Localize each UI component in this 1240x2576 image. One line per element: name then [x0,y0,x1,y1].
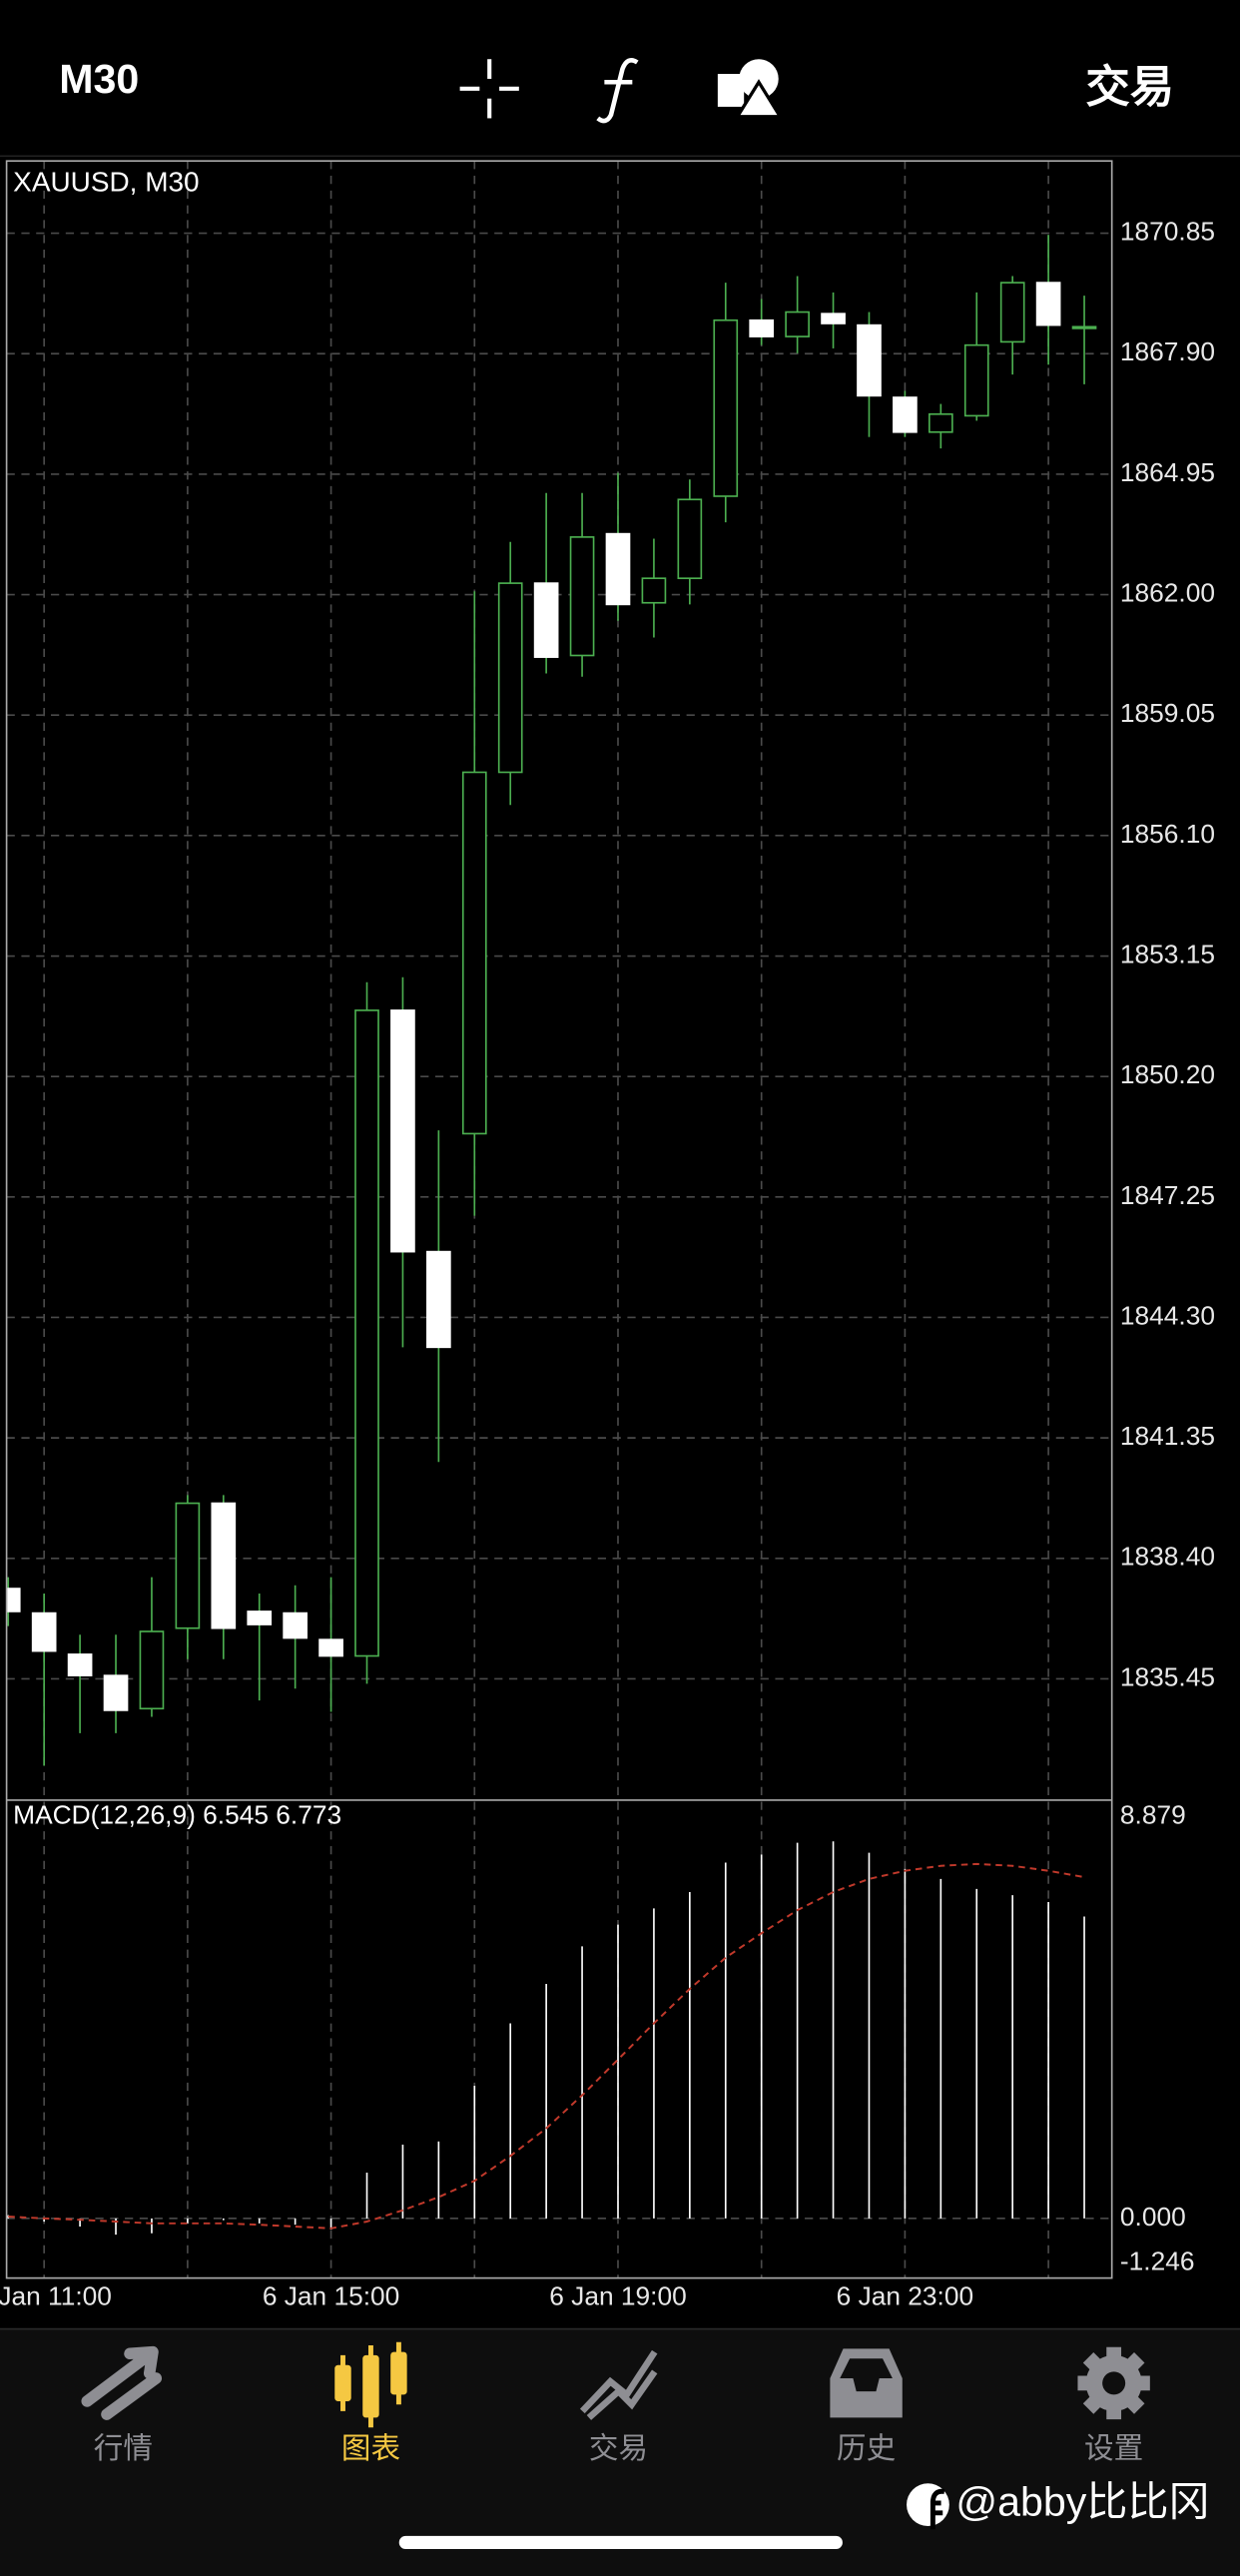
y-tick-label: -1.246 [1120,2247,1195,2276]
candle-body [785,311,810,337]
tab-icon [390,2351,407,2395]
tab-icon [81,2345,163,2420]
candle-body [139,1630,165,1710]
y-tick-label: 1867.90 [1120,336,1215,366]
y-tick-label: 1847.25 [1120,1180,1215,1210]
tab-icon [362,2354,379,2418]
macd-plot [7,1841,1085,2236]
candle-body [963,343,989,417]
watermark-icon-glyph [930,2488,945,2530]
trade-button[interactable]: 交易 [1085,63,1174,112]
tab[interactable]: 设置 [1077,2346,1150,2465]
tab[interactable]: 历史 [830,2348,903,2465]
candle-body [103,1674,129,1711]
candle-body [390,1009,415,1253]
candle-body [1035,282,1061,326]
tabs: 行情 图表 交易 历史 设置 [81,2341,1150,2466]
watermark: @abby比比冈 [907,2478,1210,2530]
candle-body [354,1009,379,1657]
candle-body [999,282,1025,343]
watermark-text: @abby比比冈 [955,2478,1209,2524]
candle-body [569,536,595,657]
chart-frame [5,160,1113,2279]
x-tick-label: 6 Jan 15:00 [263,2280,399,2310]
y-tick-label: 1856.10 [1120,819,1215,849]
candle-body [175,1502,201,1629]
home-indicator [398,2535,843,2550]
y-tick-label: 8.879 [1120,1799,1186,1829]
candle-body [749,319,775,337]
crosshair-icon[interactable] [459,59,519,119]
y-tick-label: 1853.15 [1120,939,1215,968]
candle-body [677,498,703,580]
x-tick-label: 6 Jan 23:00 [837,2280,973,2310]
y-tick-label: 0.000 [1120,2202,1186,2232]
function-icon[interactable] [596,58,639,124]
candle-body [893,396,918,433]
y-tick-label: 1864.95 [1120,457,1215,487]
tab-icon [579,2349,658,2420]
signal-line [8,1862,1085,2230]
indicator-title: MACD(12,26,9) 6.545 6.773 [13,1799,341,1829]
tab-bar [0,2328,1240,2576]
candle-body [31,1611,57,1652]
tab-label: 历史 [837,2432,896,2465]
y-tick-label: 1844.30 [1120,1300,1215,1330]
candle-body [928,412,953,433]
objects-icon[interactable] [717,59,784,119]
candle-body [857,323,882,397]
candle-body [605,532,631,606]
candle-body [533,582,559,658]
tab[interactable]: 交易 [579,2349,658,2466]
y-tick-label: 1850.20 [1120,1059,1215,1089]
candle-body [461,771,487,1135]
candle-body [283,1611,308,1639]
tab-icon [334,2364,351,2401]
toolbar: M30 交易 [0,56,1240,158]
y-tick-label: 1870.85 [1120,217,1215,247]
timeframe[interactable]: M30 [59,56,139,102]
tab-label: 设置 [1084,2432,1143,2465]
x-tick-label: 6 Jan 19:00 [549,2280,686,2310]
tab-icon [1102,2371,1126,2395]
candle-body [641,577,667,604]
candle-body [713,319,739,497]
candle-body [1071,325,1097,329]
y-tick-label: 1862.00 [1120,578,1215,608]
candle-body [821,313,846,324]
candle-body [211,1502,237,1629]
charts: 6 Jan 11:00 6 Jan 15:00 6 Jan 19:00 6 Jan 2… [0,161,1215,2310]
y-tick-label: 1859.05 [1120,698,1215,728]
tab-icon [830,2348,903,2418]
tab-label: 图表 [341,2432,400,2465]
y-tick-label: 1841.35 [1120,1421,1215,1451]
y-tick-label: 1835.45 [1120,1661,1215,1691]
x-tick-label: 6 Jan 11:00 [0,2280,112,2310]
chart-title: XAUUSD, M30 [13,167,199,198]
tab[interactable]: 行情 [81,2345,163,2466]
candle-body [6,1588,21,1612]
candle-body [426,1250,451,1349]
tab[interactable]: 图表 [334,2341,407,2465]
candles [6,235,1097,1766]
y-tick-label: 1838.40 [1120,1542,1215,1572]
tab-label: 行情 [94,2432,153,2465]
candle-body [497,582,523,774]
candle-body [318,1638,343,1657]
tab-label: 交易 [589,2432,648,2465]
candle-body [247,1610,273,1625]
candle-body [67,1653,93,1676]
